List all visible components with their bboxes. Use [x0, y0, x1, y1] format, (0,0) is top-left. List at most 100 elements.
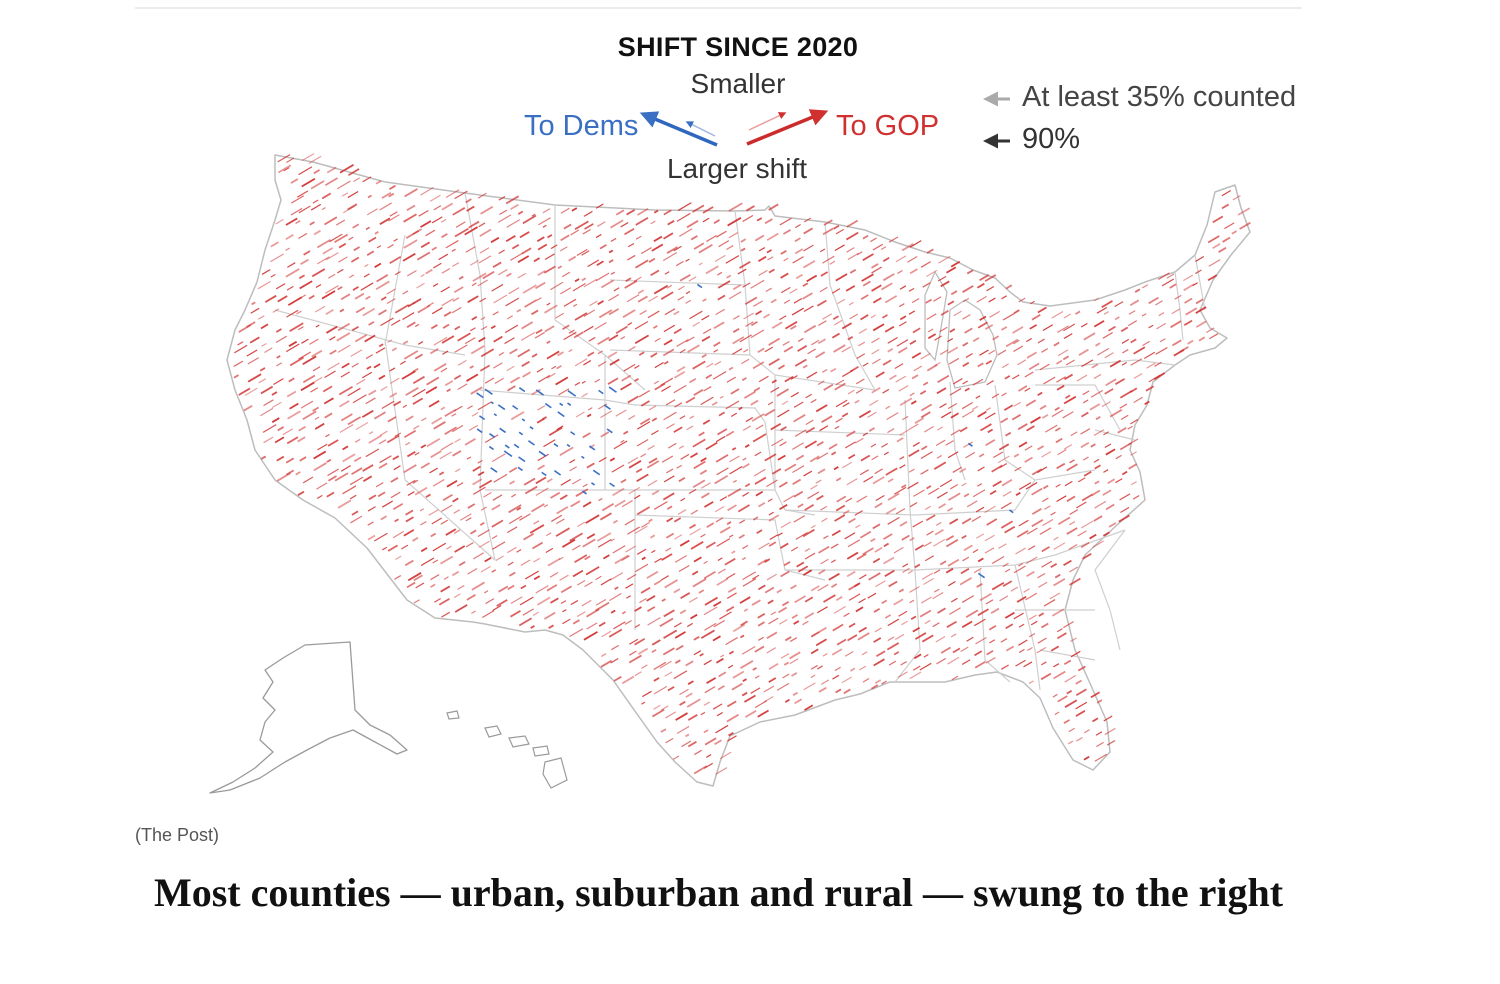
county-arrow-gop — [732, 670, 745, 679]
county-arrow-gop — [975, 533, 985, 539]
county-arrow-gop — [623, 363, 636, 372]
county-arrow-gop — [1130, 338, 1137, 344]
county-arrow-gop — [1120, 506, 1130, 513]
county-arrow-gop — [1171, 339, 1182, 347]
county-arrow-gop — [1038, 612, 1045, 617]
county-arrow-gop — [420, 186, 434, 196]
county-arrow-gop — [1042, 324, 1054, 332]
county-arrow-gop — [425, 229, 436, 237]
county-arrow-gop — [907, 256, 918, 263]
county-arrow-gop — [1045, 424, 1058, 433]
county-arrow-gop — [441, 298, 454, 307]
county-arrow-gop — [374, 231, 379, 235]
county-arrow-gop — [1114, 301, 1124, 308]
county-arrow-gop — [1018, 519, 1029, 527]
county-arrow-gop — [830, 559, 836, 564]
county-arrow-gop — [729, 466, 743, 475]
county-arrow-gop — [745, 321, 754, 327]
county-arrow-gop — [767, 256, 774, 261]
county-arrow-gop — [703, 729, 709, 734]
county-arrow-gop — [285, 457, 295, 464]
county-arrow-gop — [673, 328, 682, 335]
county-arrow-gop — [271, 401, 282, 409]
county-arrow-gop — [690, 509, 699, 515]
county-arrow-gop — [880, 282, 893, 291]
county-arrow-gop — [1023, 588, 1031, 593]
county-arrow-gop — [454, 325, 461, 331]
county-arrow-gop — [524, 485, 538, 495]
county-arrow-dems — [581, 455, 585, 459]
county-arrow-gop — [855, 388, 864, 394]
county-arrow-gop — [784, 636, 792, 642]
county-arrow-gop — [270, 253, 284, 263]
county-arrow-gop — [491, 519, 504, 528]
county-arrow-gop — [366, 365, 372, 370]
county-arrow-gop — [381, 400, 395, 410]
county-arrow-gop — [816, 606, 828, 614]
county-arrow-gop — [599, 512, 612, 521]
county-arrow-gop — [700, 711, 706, 716]
county-arrow-gop — [299, 280, 313, 290]
county-arrow-gop — [1028, 362, 1040, 371]
county-arrow-gop — [820, 271, 829, 277]
county-arrow-gop — [984, 274, 997, 282]
county-arrow-gop — [992, 335, 1000, 341]
county-arrow-gop — [665, 737, 674, 744]
county-arrow-gop — [703, 386, 712, 392]
county-arrow-gop — [899, 521, 908, 527]
county-arrow-gop — [1089, 533, 1097, 540]
county-arrow-gop — [924, 555, 934, 562]
county-arrow-gop — [545, 547, 554, 553]
county-arrow-gop — [1026, 570, 1035, 578]
county-arrow-gop — [1119, 493, 1131, 501]
county-arrow-gop — [535, 487, 549, 496]
county-arrow-gop — [977, 557, 984, 563]
county-arrow-gop — [542, 224, 547, 228]
county-arrow-gop — [780, 653, 790, 659]
county-arrow-gop — [585, 514, 600, 524]
county-arrow-gop — [752, 433, 767, 443]
county-arrow-gop — [568, 255, 577, 262]
county-arrow-dems — [521, 418, 526, 422]
county-arrow-dems — [490, 401, 494, 405]
county-arrow-gop — [498, 249, 505, 254]
county-arrow-gop — [1025, 399, 1037, 407]
county-arrow-gop — [675, 712, 689, 721]
county-arrow-gop — [1080, 428, 1091, 435]
county-arrow-gop — [763, 685, 775, 693]
county-arrow-gop — [1195, 306, 1207, 314]
county-arrow-gop — [909, 423, 919, 430]
county-arrow-gop — [731, 550, 736, 554]
county-arrow-gop — [599, 244, 607, 250]
county-arrow-gop — [998, 443, 1010, 451]
county-arrow-gop — [805, 419, 814, 425]
county-arrow-gop — [1054, 573, 1061, 579]
county-arrow-gop — [360, 282, 374, 291]
county-arrow-gop — [758, 247, 766, 252]
county-arrow-gop — [257, 280, 271, 290]
county-arrow-gop — [633, 494, 641, 500]
county-arrow-gop — [841, 346, 851, 353]
county-arrow-gop — [325, 308, 334, 315]
county-arrow-gop — [815, 351, 826, 359]
county-arrow-gop — [454, 227, 469, 238]
county-arrow-gop — [572, 478, 582, 485]
county-arrow-gop — [1069, 459, 1075, 464]
county-arrow-gop — [1207, 274, 1218, 282]
county-arrow-gop — [895, 375, 907, 383]
county-arrow-gop — [935, 635, 946, 643]
county-arrow-gop — [1130, 481, 1137, 486]
county-arrow-gop — [685, 692, 693, 698]
county-arrow-gop — [638, 351, 645, 356]
county-arrow-gop — [728, 731, 734, 737]
county-arrow-gop — [739, 260, 751, 269]
county-arrow-gop — [547, 234, 553, 239]
county-arrow-gop — [639, 597, 647, 604]
county-arrow-gop — [377, 491, 386, 498]
county-arrow-gop — [387, 416, 397, 423]
county-arrow-gop — [662, 252, 678, 262]
county-arrow-gop — [1026, 337, 1032, 343]
county-arrow-gop — [523, 532, 535, 541]
county-arrow-gop — [1083, 755, 1090, 761]
county-arrow-gop — [559, 574, 569, 581]
